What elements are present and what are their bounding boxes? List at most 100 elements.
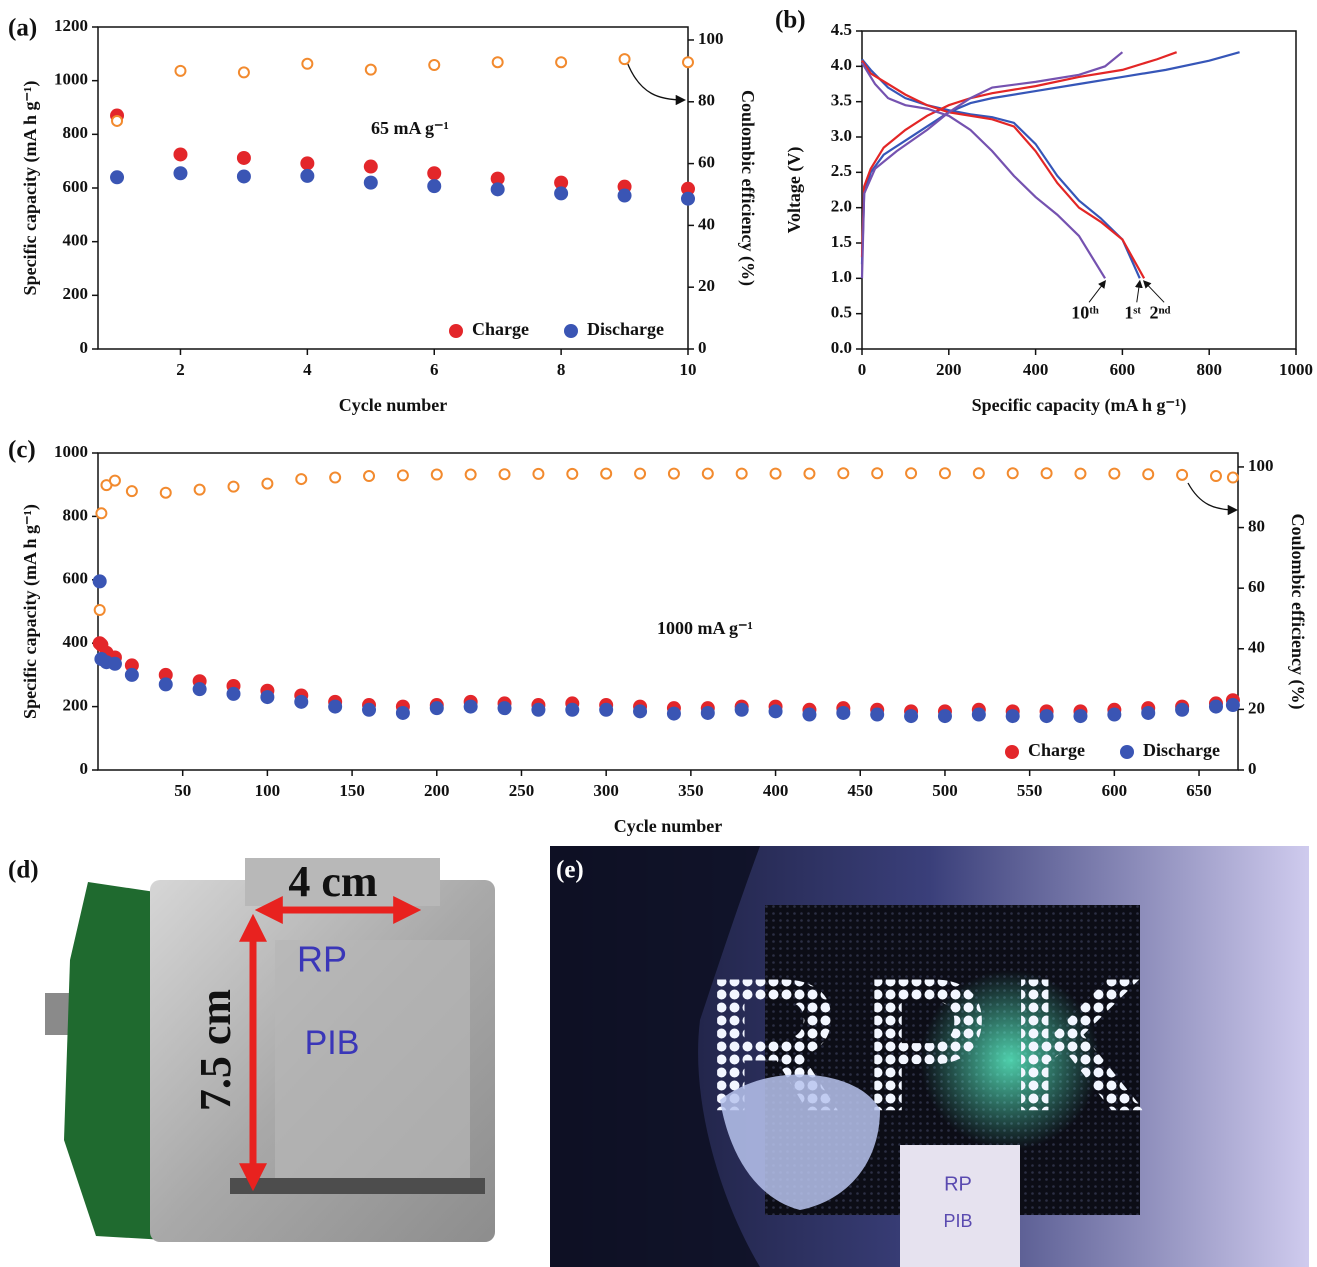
data-point (364, 471, 374, 481)
x-tick-label: 650 (1186, 781, 1212, 800)
panel-label: (b) (775, 7, 806, 34)
data-point (906, 468, 916, 478)
y2-tick-label: 20 (698, 276, 715, 295)
y-tick-label: 800 (63, 123, 89, 142)
handwriting: PIB (305, 1024, 360, 1062)
y2-tick-label: 60 (698, 152, 715, 171)
data-point (769, 704, 783, 718)
x-tick-label: 600 (1110, 360, 1136, 379)
data-point (1006, 709, 1020, 723)
data-point (599, 703, 613, 717)
legend-label: Charge (472, 319, 529, 339)
data-point (237, 151, 251, 165)
y-tick-label: 3.5 (831, 91, 852, 110)
data-point (1008, 468, 1018, 478)
y-tick-label: 2.0 (831, 197, 852, 216)
x-tick-label: 200 (424, 781, 450, 800)
y-tick-label: 0.0 (831, 338, 852, 357)
data-point (737, 469, 747, 479)
x-tick-label: 10 (680, 360, 697, 379)
data-point (554, 186, 568, 200)
data-point (193, 682, 207, 696)
data-point (432, 470, 442, 480)
annotation: 1000 mA g⁻¹ (657, 618, 753, 638)
data-point (429, 60, 439, 70)
curve-label: 2ⁿᵈ (1150, 302, 1171, 322)
legend-label: Charge (1028, 740, 1085, 760)
data-point (974, 468, 984, 478)
y2-tick-label: 40 (698, 214, 715, 233)
data-point (427, 179, 441, 193)
y2-tick-label: 20 (1248, 698, 1265, 717)
x-tick-label: 4 (303, 360, 312, 379)
data-point (601, 469, 611, 479)
data-point (398, 470, 408, 480)
data-point (1040, 709, 1054, 723)
x-tick-label: 500 (932, 781, 958, 800)
data-point (556, 57, 566, 67)
plot-frame (98, 27, 688, 349)
data-point (802, 708, 816, 722)
y-axis-label: Specific capacity (mA h g⁻¹) (20, 504, 41, 719)
cell-text: RP (944, 1173, 972, 1195)
data-point (125, 668, 139, 682)
y-tick-label: 2.5 (831, 161, 852, 180)
y2-axis-label: Coulombic efficiency (%) (737, 90, 758, 286)
data-point (396, 706, 410, 720)
label-arrow (1137, 281, 1140, 302)
data-point (173, 166, 187, 180)
x-tick-label: 50 (174, 781, 191, 800)
data-point (296, 474, 306, 484)
x-tick-label: 600 (1102, 781, 1128, 800)
x-axis-label: Specific capacity (mA h g⁻¹) (972, 395, 1187, 416)
data-point (533, 469, 543, 479)
x-tick-label: 100 (255, 781, 281, 800)
y-tick-label: 200 (63, 284, 89, 303)
y-tick-label: 4.5 (831, 20, 852, 39)
y-tick-label: 1000 (54, 70, 88, 89)
handwriting: RP (297, 939, 347, 980)
y-tick-label: 600 (63, 177, 89, 196)
data-point (500, 469, 510, 479)
data-point (108, 657, 122, 671)
x-tick-label: 350 (678, 781, 704, 800)
x-tick-label: 450 (848, 781, 874, 800)
data-point (1141, 706, 1155, 720)
panel-label: (c) (8, 437, 36, 464)
plot-frame (862, 31, 1296, 349)
photo-e: RPK RP PIB (e) (550, 846, 1309, 1267)
data-point (427, 166, 441, 180)
page: {"chart_data": [ {"type": "scatter", "pa… (0, 0, 1317, 1267)
y-tick-label: 4.0 (831, 55, 852, 74)
data-point (635, 469, 645, 479)
data-point (618, 189, 632, 203)
data-point (430, 701, 444, 715)
data-point (96, 508, 106, 518)
x-tick-label: 400 (1023, 360, 1049, 379)
data-point (904, 709, 918, 723)
data-point (1175, 703, 1189, 717)
x-axis-label: Cycle number (339, 395, 447, 415)
label-arrow (1089, 281, 1105, 302)
data-point (239, 67, 249, 77)
data-point (567, 469, 577, 479)
data-point (872, 468, 882, 478)
data-point (300, 169, 314, 183)
data-point (95, 605, 105, 615)
x-tick-label: 800 (1196, 360, 1222, 379)
data-point (302, 59, 312, 69)
curve-label: 1ˢᵗ (1124, 302, 1141, 322)
y-tick-label: 0 (80, 338, 89, 357)
y-tick-label: 800 (63, 505, 89, 524)
data-point (870, 708, 884, 722)
data-point (300, 156, 314, 170)
x-tick-label: 0 (858, 360, 867, 379)
x-tick-label: 200 (936, 360, 962, 379)
y-tick-label: 1200 (54, 16, 88, 35)
height-label: 7.5 cm (191, 989, 240, 1111)
legend-label: Discharge (1143, 740, 1220, 760)
data-point (366, 65, 376, 75)
data-point (195, 485, 205, 495)
x-tick-label: 150 (339, 781, 365, 800)
data-point (229, 482, 239, 492)
